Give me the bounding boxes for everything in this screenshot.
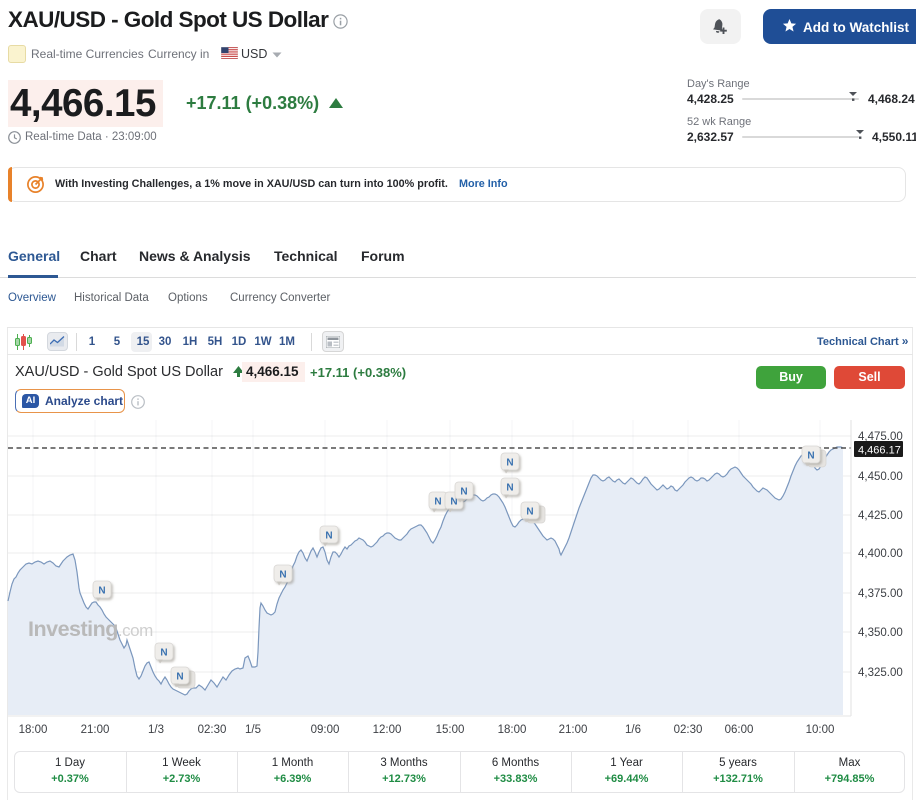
svg-text:4,325.00: 4,325.00 [858,667,903,679]
svg-text:4,466.17: 4,466.17 [858,445,901,457]
svg-text:1/5: 1/5 [245,724,261,736]
svg-text:N: N [807,451,814,462]
svg-text:4,475.00: 4,475.00 [858,431,903,443]
svg-text:N: N [434,497,441,508]
svg-text:N: N [279,570,286,581]
svg-text:09:00: 09:00 [311,724,340,736]
svg-text:N: N [450,497,457,508]
svg-text:N: N [526,507,533,518]
svg-text:N: N [160,648,167,659]
svg-text:N: N [460,487,467,498]
svg-text:02:30: 02:30 [198,724,227,736]
svg-text:4,375.00: 4,375.00 [858,588,903,600]
svg-text:4,425.00: 4,425.00 [858,510,903,522]
svg-text:1/3: 1/3 [148,724,164,736]
svg-text:1/6: 1/6 [625,724,641,736]
svg-text:N: N [176,672,183,683]
svg-text:N: N [325,531,332,542]
svg-text:N: N [506,458,513,469]
svg-text:18:00: 18:00 [498,724,527,736]
svg-text:4,400.00: 4,400.00 [858,548,903,560]
svg-text:N: N [506,483,513,494]
svg-text:15:00: 15:00 [436,724,465,736]
svg-text:4,450.00: 4,450.00 [858,471,903,483]
svg-text:21:00: 21:00 [81,724,110,736]
svg-text:06:00: 06:00 [725,724,754,736]
svg-text:21:00: 21:00 [559,724,588,736]
svg-text:02:30: 02:30 [674,724,703,736]
svg-text:10:00: 10:00 [806,724,835,736]
svg-text:N: N [98,586,105,597]
svg-text:Investing.com: Investing.com [28,617,153,641]
svg-text:4,350.00: 4,350.00 [858,627,903,639]
svg-text:18:00: 18:00 [19,724,48,736]
svg-text:12:00: 12:00 [373,724,402,736]
